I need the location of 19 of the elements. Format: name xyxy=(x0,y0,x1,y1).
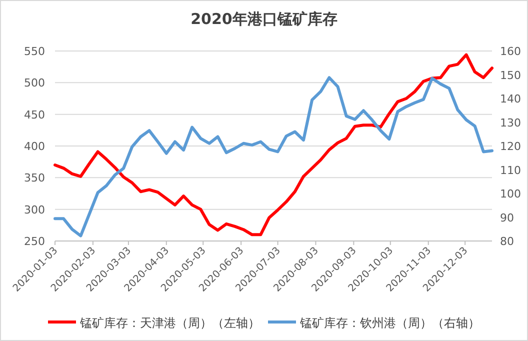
y2-tick-label: 140 xyxy=(500,92,521,106)
y2-tick-label: 110 xyxy=(500,164,521,177)
y-tick-label: 550 xyxy=(24,45,45,58)
y2-tick-label: 160 xyxy=(500,45,521,58)
legend-label: 锰矿库存：天津港（周）（左轴） xyxy=(79,316,260,330)
y2-tick-label: 150 xyxy=(500,68,521,82)
legend-label: 锰矿库存：钦州港（周）（右轴） xyxy=(299,316,480,330)
y2-tick-label: 130 xyxy=(500,116,521,130)
y-tick-label: 250 xyxy=(24,235,45,248)
y-tick-label: 450 xyxy=(24,108,45,122)
y-tick-label: 350 xyxy=(24,172,45,185)
y-tick-label: 500 xyxy=(24,76,45,90)
y2-tick-label: 120 xyxy=(500,140,521,153)
y2-tick-label: 100 xyxy=(500,188,521,200)
y2-tick-label: 90 xyxy=(500,211,514,224)
y-tick-label: 400 xyxy=(24,140,45,153)
y2-tick-label: 80 xyxy=(500,235,514,248)
y-tick-label: 300 xyxy=(24,203,45,216)
chart-title: 2020年港口锰矿库存 xyxy=(190,10,338,28)
